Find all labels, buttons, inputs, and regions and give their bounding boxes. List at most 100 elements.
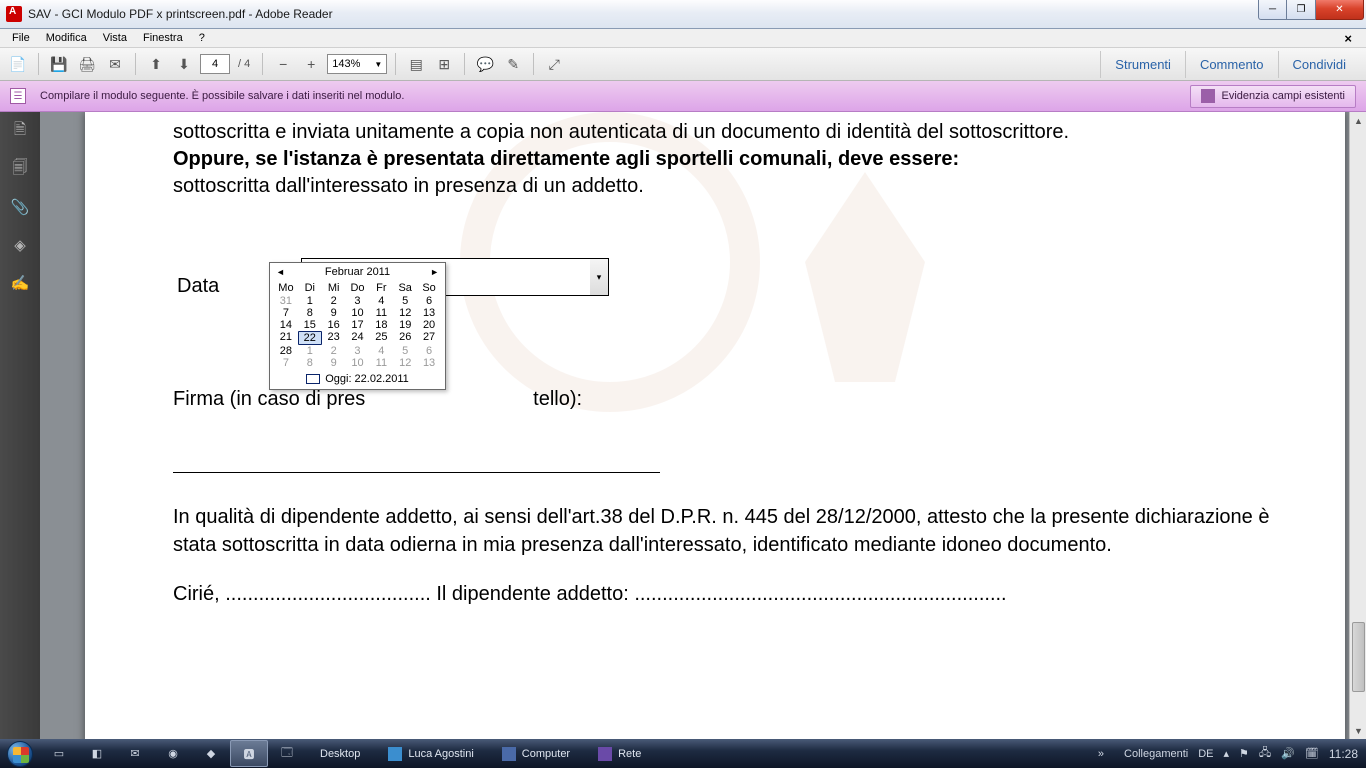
- calendar-day-cell[interactable]: 15: [298, 319, 322, 331]
- scroll-thumb[interactable]: [1352, 622, 1365, 692]
- minimize-button[interactable]: ─: [1258, 0, 1287, 20]
- taskbar-app-adobe[interactable]: 🅰: [230, 740, 268, 767]
- calendar-day-cell[interactable]: 2: [322, 345, 346, 357]
- pinned-app-3[interactable]: ✉: [116, 740, 154, 767]
- calendar-day-cell[interactable]: 2: [322, 295, 346, 307]
- page-down-icon[interactable]: ⬇: [172, 52, 196, 76]
- read-mode-icon[interactable]: ⤢: [542, 52, 566, 76]
- calendar-day-cell[interactable]: 27: [417, 331, 441, 345]
- tray-volume-icon[interactable]: 🔊: [1281, 747, 1295, 760]
- calendar-day-cell[interactable]: 3: [346, 345, 370, 357]
- tray-chevron-icon[interactable]: ▴: [1224, 747, 1230, 760]
- calendar-day-cell[interactable]: 13: [417, 307, 441, 319]
- calendar-day-cell[interactable]: 22: [298, 331, 322, 345]
- attachment-icon[interactable]: 📎: [9, 196, 31, 218]
- calendar-day-cell[interactable]: 12: [393, 357, 417, 369]
- pinned-app-6[interactable]: 🗔: [268, 740, 306, 767]
- calendar-day-cell[interactable]: 5: [393, 295, 417, 307]
- save-icon[interactable]: 💾: [47, 52, 71, 76]
- export-pdf-icon[interactable]: 📄: [6, 52, 30, 76]
- calendar-day-cell[interactable]: 7: [274, 307, 298, 319]
- menu-modifica[interactable]: Modifica: [38, 30, 95, 46]
- calendar-day-cell[interactable]: 10: [346, 357, 370, 369]
- tray-battery-icon[interactable]: 🗓: [1305, 747, 1319, 760]
- tray-collegamenti[interactable]: Collegamenti: [1114, 748, 1188, 760]
- pinned-app-1[interactable]: ▭: [40, 740, 78, 767]
- calendar-day-cell[interactable]: 8: [298, 357, 322, 369]
- signature-icon[interactable]: ✍: [9, 272, 31, 294]
- zoom-level-select[interactable]: 143%▼: [327, 54, 387, 74]
- calendar-day-cell[interactable]: 25: [369, 331, 393, 345]
- page-up-icon[interactable]: ⬆: [144, 52, 168, 76]
- calendar-day-cell[interactable]: 7: [274, 357, 298, 369]
- calendar-day-cell[interactable]: 4: [369, 295, 393, 307]
- highlight-fields-button[interactable]: Evidenzia campi esistenti: [1190, 85, 1356, 108]
- zoom-in-icon[interactable]: +: [299, 52, 323, 76]
- pinned-app-5[interactable]: ◆: [192, 740, 230, 767]
- start-button[interactable]: [0, 739, 40, 768]
- highlighter-icon[interactable]: ✎: [501, 52, 525, 76]
- calendar-day-cell[interactable]: 23: [322, 331, 346, 345]
- calendar-day-cell[interactable]: 10: [346, 307, 370, 319]
- calendar-day-cell[interactable]: 6: [417, 345, 441, 357]
- page-number-input[interactable]: [200, 54, 230, 74]
- thumbnails-icon[interactable]: 🗎: [9, 120, 31, 142]
- document-close-button[interactable]: ×: [1336, 29, 1360, 48]
- calendar-next-button[interactable]: ►: [430, 267, 439, 277]
- tray-flag-icon[interactable]: ⚑: [1239, 747, 1249, 760]
- menu-file[interactable]: File: [4, 30, 38, 46]
- tray-network-icon[interactable]: 🖧: [1259, 744, 1271, 763]
- calendar-day-cell[interactable]: 26: [393, 331, 417, 345]
- vertical-scrollbar[interactable]: ▲ ▼: [1349, 112, 1366, 739]
- calendar-day-cell[interactable]: 12: [393, 307, 417, 319]
- calendar-day-cell[interactable]: 17: [346, 319, 370, 331]
- calendar-day-cell[interactable]: 3: [346, 295, 370, 307]
- scroll-down-button[interactable]: ▼: [1350, 722, 1366, 739]
- tray-clock[interactable]: 11:28: [1329, 747, 1358, 761]
- zoom-out-icon[interactable]: −: [271, 52, 295, 76]
- calendar-day-cell[interactable]: 31: [274, 295, 298, 307]
- calendar-day-cell[interactable]: 9: [322, 357, 346, 369]
- calendar-day-cell[interactable]: 21: [274, 331, 298, 345]
- pinned-app-2[interactable]: ◧: [78, 740, 116, 767]
- calendar-day-cell[interactable]: 16: [322, 319, 346, 331]
- calendar-day-cell[interactable]: 13: [417, 357, 441, 369]
- calendar-day-cell[interactable]: 9: [322, 307, 346, 319]
- calendar-day-cell[interactable]: 24: [346, 331, 370, 345]
- calendar-day-cell[interactable]: 14: [274, 319, 298, 331]
- calendar-day-cell[interactable]: 28: [274, 345, 298, 357]
- layers-icon[interactable]: ◈: [9, 234, 31, 256]
- calendar-footer[interactable]: Oggi: 22.02.2011: [270, 371, 445, 389]
- tool-a-icon[interactable]: ▤: [404, 52, 428, 76]
- email-icon[interactable]: ✉: [103, 52, 127, 76]
- calendar-day-cell[interactable]: 1: [298, 295, 322, 307]
- menu-vista[interactable]: Vista: [95, 30, 135, 46]
- calendar-day-cell[interactable]: 18: [369, 319, 393, 331]
- pinned-app-4[interactable]: ◉: [154, 740, 192, 767]
- scroll-up-button[interactable]: ▲: [1350, 112, 1366, 129]
- calendar-day-cell[interactable]: 5: [393, 345, 417, 357]
- tool-b-icon[interactable]: ⊞: [432, 52, 456, 76]
- link-commento[interactable]: Commento: [1185, 51, 1278, 78]
- tray-language[interactable]: DE: [1198, 748, 1213, 760]
- calendar-day-cell[interactable]: 11: [369, 307, 393, 319]
- tray-overflow-icon[interactable]: »: [1098, 748, 1104, 760]
- calendar-day-cell[interactable]: 11: [369, 357, 393, 369]
- calendar-day-cell[interactable]: 8: [298, 307, 322, 319]
- print-icon[interactable]: 🖨: [75, 52, 99, 76]
- calendar-day-cell[interactable]: 4: [369, 345, 393, 357]
- calendar-day-cell[interactable]: 19: [393, 319, 417, 331]
- close-button[interactable]: ✕: [1316, 0, 1364, 20]
- date-dropdown-button[interactable]: ▾: [590, 258, 609, 296]
- taskbar-link-desktop[interactable]: Desktop: [306, 740, 374, 767]
- taskbar-link-user[interactable]: Luca Agostini: [374, 740, 487, 767]
- comment-icon[interactable]: 💬: [473, 52, 497, 76]
- link-strumenti[interactable]: Strumenti: [1100, 51, 1185, 78]
- calendar-day-cell[interactable]: 1: [298, 345, 322, 357]
- calendar-prev-button[interactable]: ◄: [276, 267, 285, 277]
- taskbar-link-computer[interactable]: Computer: [488, 740, 584, 767]
- calendar-day-cell[interactable]: 20: [417, 319, 441, 331]
- menu-help[interactable]: ?: [191, 30, 213, 46]
- calendar-day-cell[interactable]: 6: [417, 295, 441, 307]
- maximize-button[interactable]: ❐: [1287, 0, 1316, 20]
